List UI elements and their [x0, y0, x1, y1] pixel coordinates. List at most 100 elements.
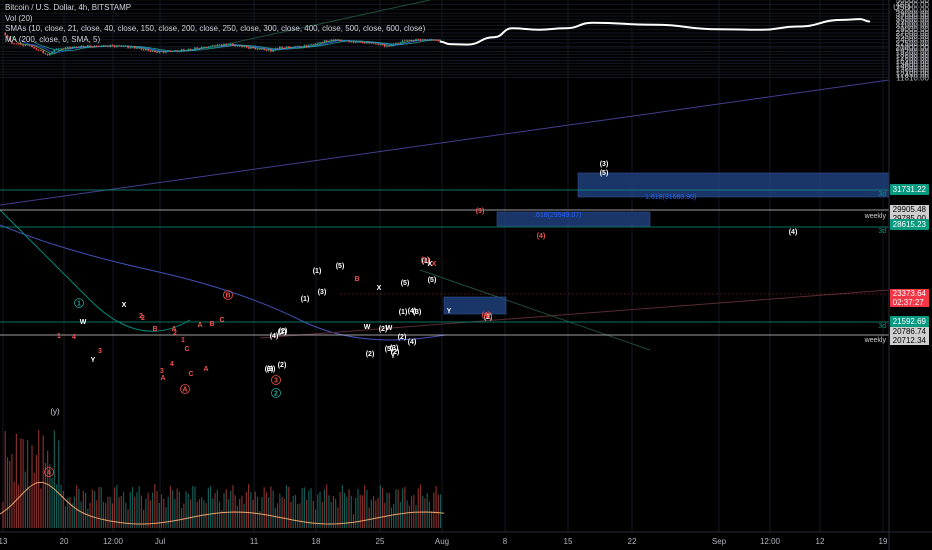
candle-body [250, 47, 252, 49]
trend-line-fall [419, 269, 651, 351]
candle-body [352, 41, 355, 43]
price-axis-label: 46000.00 [896, 0, 930, 9]
volume-bar [96, 500, 98, 528]
candle-body [437, 40, 440, 42]
candle-body [247, 47, 250, 49]
volume-bar [22, 439, 24, 528]
volume-bar [13, 481, 15, 528]
price-tag-29905-line1: 29905.48 [892, 205, 926, 214]
volume-bar [183, 503, 185, 528]
wave-label-red: 1 [181, 337, 185, 344]
candle-body [133, 46, 136, 49]
candle-body [428, 39, 431, 41]
volume-bar [381, 487, 384, 528]
zones[interactable]: 1.618(31680.90) .618(29549.07) [443, 172, 890, 315]
candle-body [60, 48, 62, 50]
trend-lines [0, 0, 890, 351]
volume-bar [98, 487, 100, 528]
candle-body [127, 45, 129, 48]
volume-bar [185, 491, 187, 528]
price-tag-29905: 29905.48 29785.00 [889, 205, 929, 223]
volume-bar [388, 492, 390, 528]
wave-labels[interactable]: (3)(5)(4)(1)(5)(3)(1)(2)(4)(3)(2)(5)(3)(… [44, 161, 798, 477]
candle-body [154, 50, 156, 53]
volume-bar [361, 495, 364, 528]
circled-wave-marker [74, 298, 84, 308]
level-lines[interactable]: 3d weekly 3d 3d weekly [0, 189, 890, 344]
volume-bar [236, 505, 239, 528]
candle-body [58, 48, 60, 50]
volume-bar [111, 503, 113, 528]
volume-bar [47, 450, 49, 528]
volume-bar [51, 478, 53, 528]
candle-body [319, 42, 321, 43]
candle-body [419, 39, 422, 41]
candle-body [227, 44, 230, 46]
candle-body [220, 44, 223, 46]
volume-bar [399, 501, 401, 528]
volume-bar [64, 506, 67, 528]
volume-bar [149, 500, 151, 528]
candle-body [430, 39, 433, 41]
candle-body [296, 46, 299, 47]
candle-body [20, 43, 22, 45]
candle-body [303, 45, 306, 47]
projection-path[interactable] [439, 18, 871, 46]
volume-bar [67, 497, 69, 528]
level-label: 3d [878, 228, 886, 235]
candle-body [354, 41, 357, 43]
smas-indicator-label[interactable]: SMAs (10, close, 21, close, 40, close, 1… [5, 24, 426, 33]
candle-body [187, 49, 190, 51]
volume-bar [433, 492, 435, 528]
ma-indicator-label[interactable]: MA (200, close, 0, SMA, 5) [5, 34, 101, 44]
volume-bar [314, 509, 317, 528]
current-price-tag: 23373.64 02:37:27 [889, 289, 929, 307]
volume-bar [102, 501, 105, 528]
wave-label: (4) [408, 308, 417, 315]
wave-label-red: C [184, 346, 189, 353]
candle-body [82, 45, 85, 48]
candle-body [245, 46, 248, 48]
wave-label-y: (y) [50, 407, 60, 416]
volume-bar [107, 496, 109, 528]
volume-bar [26, 440, 29, 528]
wave-label: (2) [379, 326, 388, 333]
time-axis-label: 22 [628, 537, 637, 546]
time-axis[interactable]: 13 20 12:00 Jul 11 18 25 Aug 8 15 22 Sep 12:00 12 19 [0, 531, 932, 546]
time-axis-label: 12 [816, 537, 825, 546]
price-axis[interactable]: 50000.0046000.0042000.0039000.0037000.00… [888, 0, 930, 550]
volume-bar [125, 502, 127, 528]
volume-bar [357, 489, 359, 528]
candle-body [408, 40, 411, 41]
volume-bar [270, 486, 272, 528]
volume-bar [393, 503, 395, 528]
volume-bar [279, 493, 281, 528]
candle-body [415, 39, 417, 41]
symbol-title[interactable]: Bitcoin / U.S. Dollar, 4h, BITSTAMP [5, 3, 132, 12]
candle-body [399, 42, 402, 44]
volume-bar [408, 505, 410, 528]
candle-body [212, 45, 214, 47]
candle-body [183, 49, 185, 51]
volume-bar [82, 490, 84, 528]
vol-indicator-label[interactable]: Vol (20) [5, 13, 33, 23]
volume-bar [272, 490, 274, 528]
volume-bar [93, 491, 96, 528]
price-tag-29905-line2: 29785.00 [893, 214, 926, 223]
candle-body [194, 47, 196, 50]
volume-bar [265, 492, 268, 528]
candle-body [111, 45, 114, 46]
volume-bar [114, 487, 116, 528]
volume-bar [15, 433, 17, 528]
volume-bar [156, 491, 158, 528]
volume-bar [424, 498, 426, 528]
volume-bar [328, 495, 330, 528]
candle-body [109, 45, 111, 47]
candle-body [51, 51, 53, 54]
wave-label: (3) [600, 161, 609, 168]
price-axis-label: 19200.00 [896, 47, 930, 56]
candle-body [131, 46, 134, 48]
volume-bar [44, 462, 47, 528]
volume-bar [359, 494, 361, 528]
